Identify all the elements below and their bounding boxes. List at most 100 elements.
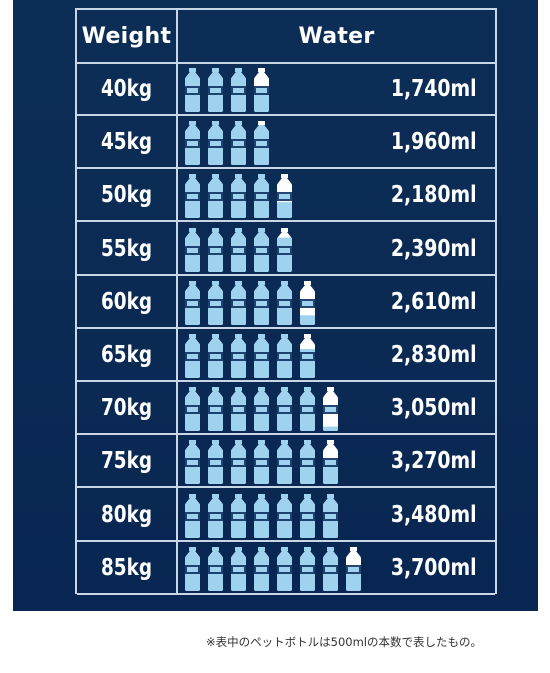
water-ml-cell: 3,480ml [391, 501, 477, 528]
water-bottle-icon [300, 387, 315, 432]
water-bottle-icon [277, 280, 292, 325]
water-ml-cell: 1,740ml [391, 76, 477, 102]
weight-cell: 45kg [100, 129, 153, 156]
water-ml-cell: 2,180ml [391, 182, 477, 209]
water-bottle-icon [231, 493, 246, 538]
water-bottle-icon [208, 174, 223, 219]
water-bottle-icon [231, 440, 246, 485]
water-bottle-icon [231, 227, 246, 272]
bottle-pictogram [184, 543, 384, 593]
water-bottle-icon [254, 493, 269, 538]
water-bottle-icon [254, 280, 269, 325]
table-row: 85kg 3,700ml [77, 543, 495, 595]
bottle-pictogram [184, 383, 384, 433]
table-row: 65kg 2,830ml [77, 330, 495, 382]
water-bottle-icon [323, 440, 338, 485]
water-bottle-icon [231, 546, 246, 591]
water-bottle-icon [185, 493, 200, 538]
water-bottle-icon [254, 334, 269, 378]
bottle-pictogram [184, 224, 384, 274]
footnote: ※表中のペットボトルは500mlの本数で表したもの。 [206, 635, 482, 649]
water-bottle-icon [300, 440, 315, 485]
water-bottle-icon [254, 387, 269, 432]
bottle-pictogram [184, 277, 384, 327]
water-bottle-icon [208, 546, 223, 591]
water-bottle-icon [254, 68, 269, 112]
water-ml-cell: 3,270ml [391, 448, 477, 475]
water-ml-cell: 3,700ml [391, 554, 477, 581]
water-bottle-icon [185, 68, 200, 112]
header-water: Water [178, 10, 495, 64]
water-bottle-icon [185, 280, 200, 325]
water-bottle-icon [185, 174, 200, 219]
weight-cell: 55kg [100, 235, 153, 262]
water-bottle-icon [346, 546, 361, 591]
water-bottle-icon [277, 493, 292, 538]
water-bottle-icon [254, 174, 269, 219]
water-bottle-icon [185, 440, 200, 485]
water-ml-cell: 2,390ml [391, 235, 477, 262]
weight-cell: 50kg [100, 182, 153, 209]
water-bottle-icon [323, 387, 338, 432]
water-bottle-icon [185, 546, 200, 591]
water-bottle-icon [208, 493, 223, 538]
water-bottle-icon [277, 174, 292, 219]
water-bottle-icon [254, 227, 269, 272]
bottle-pictogram [184, 330, 384, 380]
water-bottle-icon [231, 174, 246, 219]
water-bottle-icon [185, 334, 200, 378]
weight-cell: 60kg [100, 288, 153, 315]
water-bottle-icon [231, 68, 246, 112]
water-bottle-icon [231, 334, 246, 378]
bottle-pictogram [184, 117, 384, 167]
table-row: 50kg 2,180ml [77, 170, 495, 223]
bottle-pictogram [184, 170, 384, 220]
water-bottle-icon [185, 387, 200, 432]
weight-cell: 85kg [100, 554, 153, 581]
weight-cell: 40kg [100, 76, 153, 102]
water-bottle-icon [231, 280, 246, 325]
bottle-pictogram [184, 64, 384, 114]
water-bottle-icon [208, 280, 223, 325]
water-bottle-icon [300, 280, 315, 325]
table-row: 75kg 3,270ml [77, 436, 495, 489]
table-row: 45kg 1,960ml [77, 117, 495, 170]
water-bottle-icon [277, 387, 292, 432]
weight-cell: 75kg [100, 448, 153, 475]
water-bottle-icon [208, 440, 223, 485]
water-ml-cell: 3,050ml [391, 395, 477, 422]
water-bottle-icon [208, 334, 223, 378]
water-bottle-icon [254, 121, 269, 166]
table-row: 40kg 1,740ml [77, 64, 495, 116]
water-bottle-icon [254, 440, 269, 485]
header-weight: Weight [77, 10, 176, 64]
water-bottle-icon [277, 440, 292, 485]
weight-cell: 65kg [100, 342, 153, 368]
water-ml-cell: 2,610ml [391, 288, 477, 315]
bottle-pictogram [184, 490, 384, 540]
table-row: 60kg 2,610ml [77, 277, 495, 329]
water-ml-cell: 2,830ml [391, 342, 477, 368]
water-bottle-icon [323, 546, 338, 591]
water-bottle-icon [208, 227, 223, 272]
water-bottle-icon [208, 121, 223, 166]
water-bottle-icon [185, 227, 200, 272]
water-bottle-icon [300, 493, 315, 538]
water-bottle-icon [208, 387, 223, 432]
table-row: 70kg 3,050ml [77, 383, 495, 436]
water-bottle-icon [231, 387, 246, 432]
water-bottle-icon [277, 546, 292, 591]
water-bottle-icon [254, 546, 269, 591]
table-row: 55kg 2,390ml [77, 224, 495, 276]
water-bottle-icon [323, 493, 338, 538]
water-bottle-icon [277, 227, 292, 272]
water-bottle-icon [231, 121, 246, 166]
water-bottle-icon [300, 334, 315, 378]
table-row: 80kg 3,480ml [77, 490, 495, 542]
water-bottle-icon [208, 68, 223, 112]
column-divider [176, 10, 178, 594]
chart-panel: Weight Water 40kg 1,740ml 45kg 1,960ml 50kg 2… [13, 0, 538, 611]
water-bottle-icon [300, 546, 315, 591]
bottle-pictogram [184, 436, 384, 486]
weight-cell: 70kg [100, 395, 153, 422]
